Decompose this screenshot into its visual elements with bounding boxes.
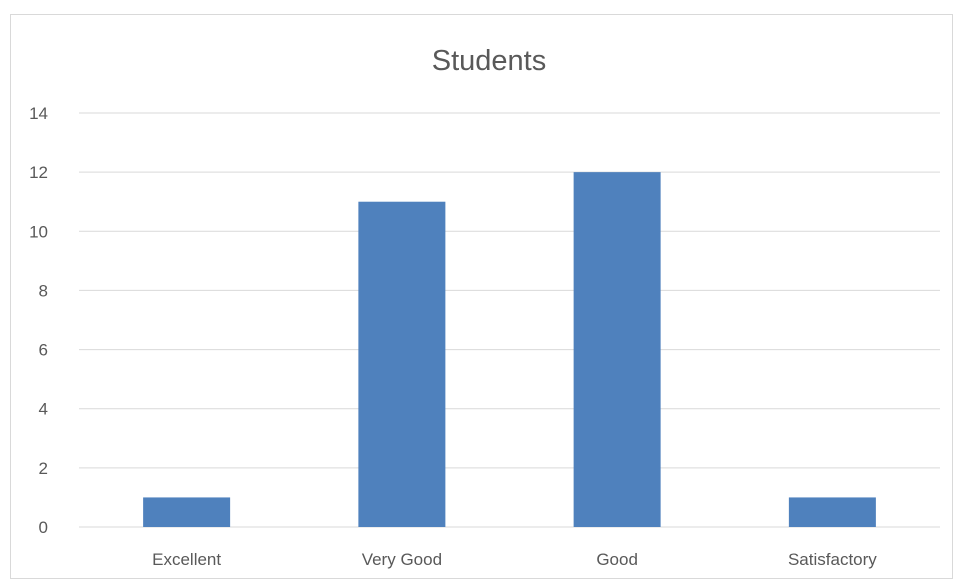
y-tick-label: 14 <box>29 104 48 123</box>
y-tick-label: 0 <box>39 518 48 537</box>
bar-good <box>573 172 661 527</box>
x-axis-ticks: Excellent Very Good Good Satisfactory <box>152 550 877 569</box>
gridlines <box>79 112 940 528</box>
bar-excellent <box>143 497 231 527</box>
y-tick-label: 6 <box>39 341 48 360</box>
y-tick-label: 4 <box>39 400 48 419</box>
x-tick-label: Good <box>596 550 638 569</box>
y-axis-ticks: 0 2 4 6 8 10 12 14 <box>29 104 48 537</box>
bars <box>143 172 876 527</box>
bar-satisfactory <box>788 497 876 527</box>
bar-very-good <box>358 201 446 527</box>
y-tick-label: 12 <box>29 163 48 182</box>
y-tick-label: 2 <box>39 459 48 478</box>
chart-frame <box>10 14 953 579</box>
x-tick-label: Satisfactory <box>788 550 877 569</box>
x-tick-label: Excellent <box>152 550 221 569</box>
x-tick-label: Very Good <box>362 550 442 569</box>
y-tick-label: 10 <box>29 222 48 241</box>
chart-title: Students <box>432 45 546 77</box>
y-tick-label: 8 <box>39 281 48 300</box>
